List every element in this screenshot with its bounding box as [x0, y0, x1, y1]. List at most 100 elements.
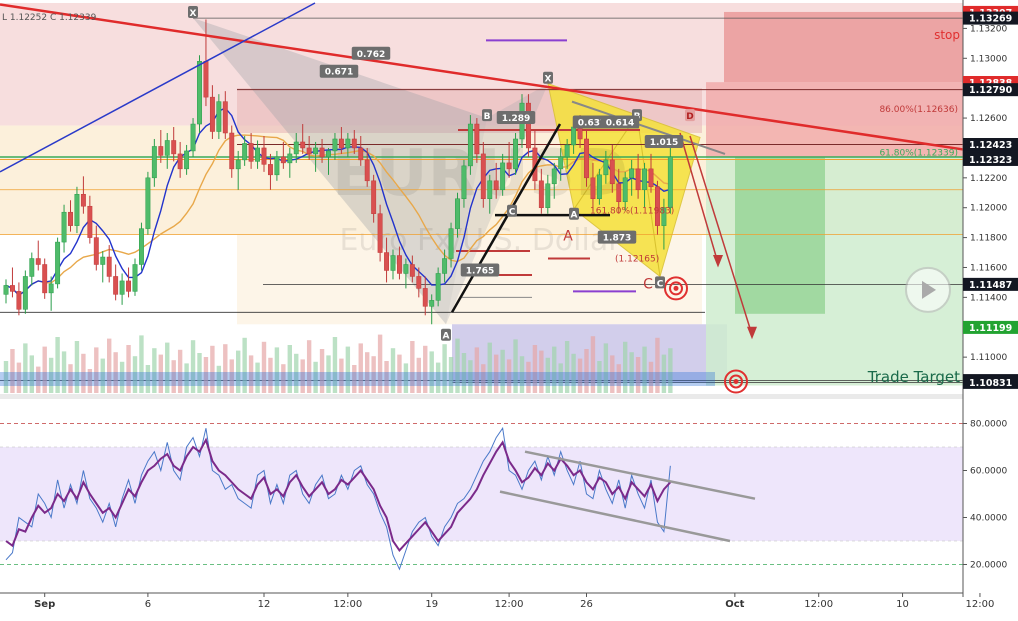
candle-body	[268, 164, 273, 176]
candle-body	[467, 123, 473, 167]
volume-bar	[10, 349, 15, 393]
volume-bar	[242, 337, 247, 393]
volume-bar	[339, 358, 344, 393]
volume-bar	[468, 360, 473, 393]
price-label-text: 1.12323	[969, 155, 1012, 166]
ratio-label-box	[644, 134, 684, 148]
volume-bar	[145, 365, 151, 393]
candle-body	[87, 205, 93, 238]
price-label-box	[963, 11, 1018, 25]
volume-bar	[319, 349, 325, 393]
ratio-label-box	[319, 64, 359, 78]
volume-profile-band	[0, 372, 715, 386]
candle-body	[300, 141, 306, 149]
candle-body	[313, 147, 319, 155]
rsi-tick-label: 80.0000	[970, 420, 1007, 430]
volume-bar	[655, 337, 660, 393]
volume-bar	[352, 365, 357, 393]
price-label-text: 1.11487	[969, 280, 1012, 291]
volume-bar	[571, 353, 576, 393]
volume-bar	[248, 355, 254, 393]
price-label: 1.13269	[963, 11, 1018, 25]
volume-bar	[519, 356, 525, 393]
price-label: 1.12790	[963, 83, 1018, 97]
volume-bar	[423, 345, 428, 393]
time-tick-label: 6	[145, 599, 151, 610]
price-label: 1.12323	[963, 152, 1018, 166]
rsi-tick-label: 20.0000	[970, 561, 1007, 571]
target-ring-inner	[729, 374, 743, 389]
volume-bar	[119, 361, 125, 393]
volume-bar	[648, 361, 654, 393]
candle-body	[139, 228, 144, 265]
volume-bar	[55, 337, 60, 393]
ratio-label-text: 0.762	[357, 50, 385, 60]
candle-body	[113, 276, 119, 295]
pattern-point-label: X	[190, 9, 197, 19]
price-label-text: 1.13269	[969, 14, 1012, 25]
volume-bar	[403, 363, 409, 393]
candle-body	[448, 228, 454, 259]
price-tick-label: 1.12000	[970, 204, 1007, 214]
candle-body	[429, 300, 435, 307]
candle-body	[558, 156, 564, 170]
candle-body	[416, 276, 422, 289]
ratio-label: 0.614	[600, 115, 640, 129]
volume-bar	[261, 341, 267, 393]
ratio-label-text: 1.765	[466, 266, 494, 276]
pane-separator	[0, 394, 1018, 399]
pattern-point-box	[655, 276, 665, 289]
volume-bar	[668, 348, 673, 393]
candle-body	[151, 146, 157, 179]
volume-bar	[74, 341, 80, 393]
volume-bar	[236, 350, 241, 393]
time-tick-label: 12:00	[804, 599, 833, 610]
price-tick-label: 1.13200	[970, 24, 1007, 34]
volume-bar	[281, 364, 286, 393]
volume-bar	[306, 340, 312, 393]
pattern-point-label: B	[484, 112, 491, 122]
candle-body	[306, 147, 312, 155]
candle-body	[667, 156, 673, 208]
candle-body	[409, 264, 415, 277]
ratio-label-text: 1.015	[650, 138, 678, 148]
candle-body	[235, 159, 241, 170]
time-tick-label: 12:00	[495, 599, 524, 610]
pattern-point-box	[685, 109, 695, 122]
volume-bar	[474, 347, 480, 393]
volume-bar	[107, 338, 112, 393]
volume-bar	[558, 363, 563, 393]
candle-body	[158, 146, 164, 156]
candle-body	[255, 147, 261, 162]
time-tick-label: 12	[258, 599, 271, 610]
price-label-box	[963, 277, 1018, 291]
price-label-text: 1.12790	[969, 85, 1013, 96]
volume-bar	[384, 361, 389, 393]
ratio-label: 1.873	[597, 230, 637, 244]
candle-body	[390, 255, 396, 271]
volume-bar	[661, 354, 667, 393]
volume-bar	[158, 354, 163, 393]
candle-body	[222, 101, 228, 134]
pattern-point-label: C	[509, 208, 516, 218]
fib-label: 86.00%(1.12636)	[879, 105, 958, 115]
fib-label: 161.80%(1.11983)	[590, 207, 674, 217]
volume-bar	[629, 352, 634, 393]
candle-body	[571, 126, 577, 146]
volume-bar	[300, 359, 305, 393]
candle-body	[609, 159, 615, 185]
candle-body	[377, 213, 383, 253]
price-label: 1.10831	[963, 375, 1018, 389]
volume-bar	[410, 341, 415, 393]
candle-body	[616, 183, 622, 202]
volume-bar	[564, 341, 570, 393]
candle-body	[493, 180, 499, 191]
volume-bar	[526, 361, 531, 393]
candle-body	[145, 177, 151, 229]
ratio-label-box	[460, 263, 500, 277]
candle-body	[126, 280, 131, 292]
candle-body	[274, 156, 280, 176]
volume-bar	[94, 347, 99, 393]
